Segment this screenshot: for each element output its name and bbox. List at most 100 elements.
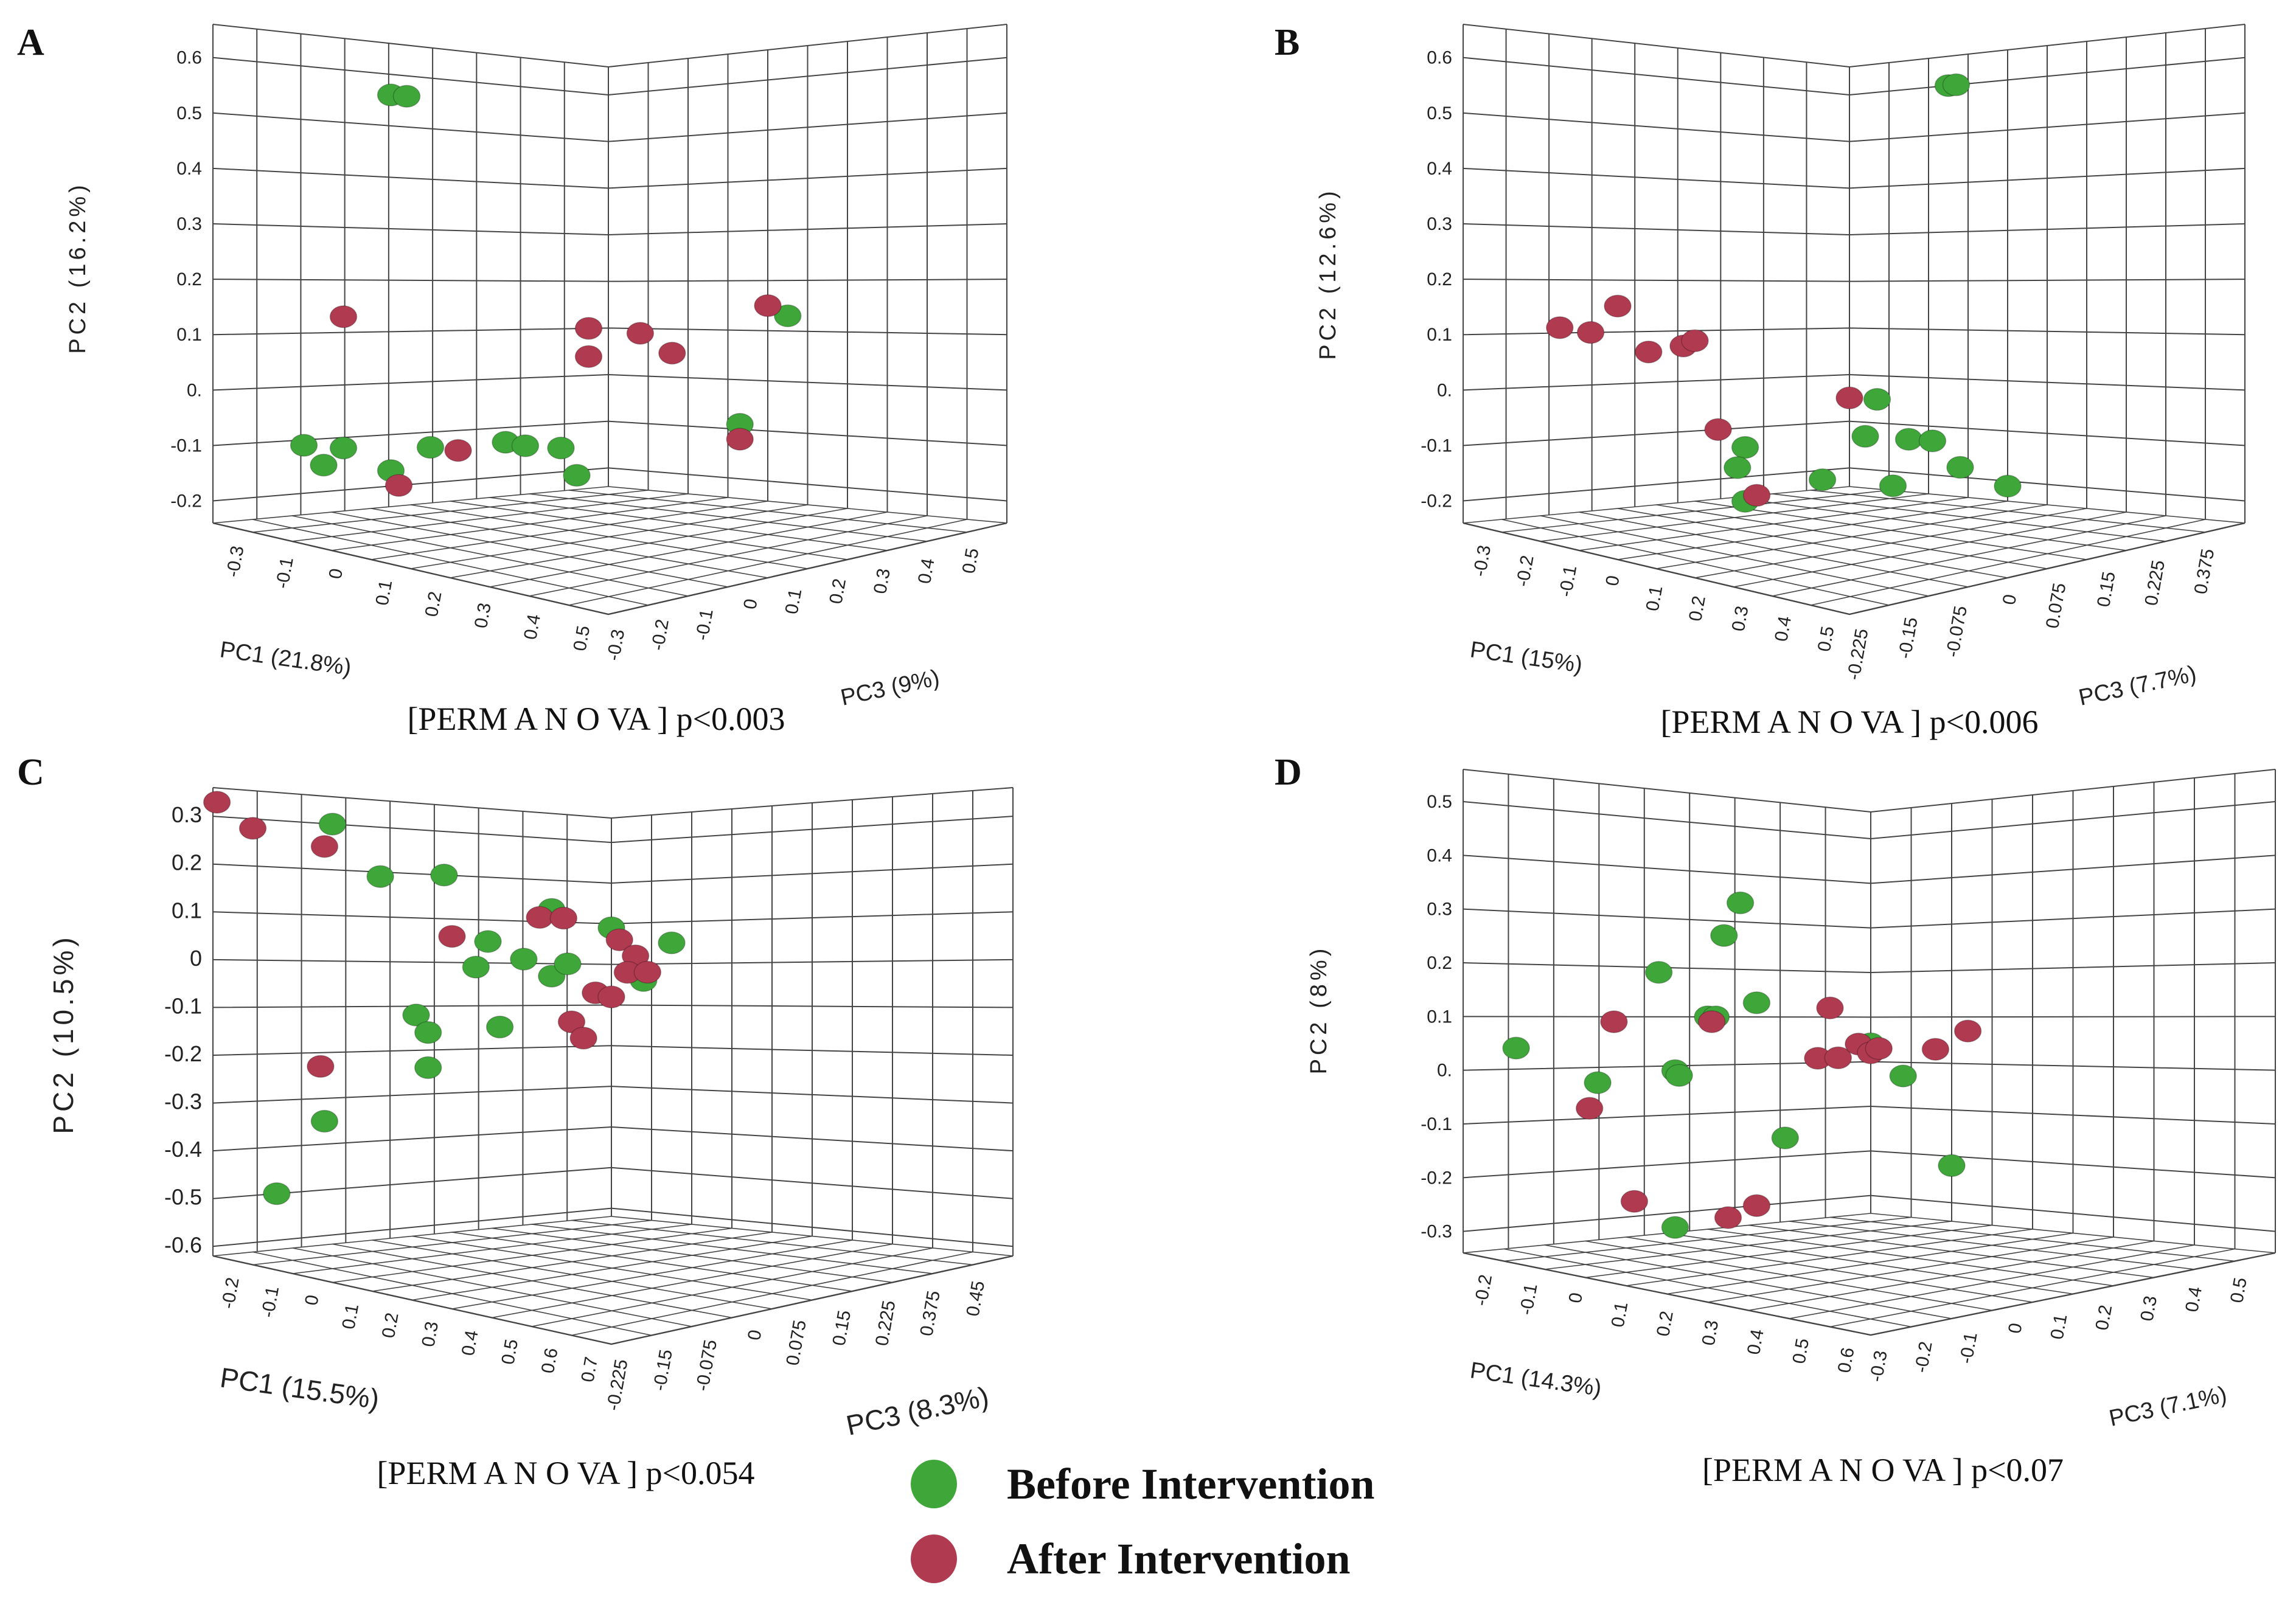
- grid-line: [1463, 467, 2246, 502]
- point-before: [1879, 474, 1907, 498]
- grid-line: [212, 1126, 1014, 1152]
- grid-line: [1463, 1195, 2276, 1232]
- z-tick-label: -0.225: [603, 1358, 631, 1412]
- point-before: [414, 1021, 442, 1044]
- point-before: [416, 435, 445, 459]
- y-tick-label: 0.2: [1427, 269, 1452, 290]
- y-tick-label: -0.5: [164, 1185, 202, 1210]
- floor-grid-line: [571, 1251, 973, 1336]
- x-tick-label: 0.5: [1789, 1337, 1813, 1365]
- floor-edge: [212, 1255, 1014, 1345]
- point-before: [1771, 1126, 1800, 1149]
- point-after: [526, 906, 554, 929]
- z-tick-label: -0.3: [604, 628, 628, 662]
- y-tick-label: 0.5: [1427, 103, 1452, 123]
- grid-line: [1463, 279, 2246, 282]
- grid-line: [212, 863, 1014, 884]
- y-tick-label: 0.1: [176, 325, 202, 345]
- y-tick-label: 0.3: [172, 802, 202, 827]
- z-tick-label: 0.4: [914, 557, 939, 585]
- grid-line: [212, 467, 1007, 502]
- point-before: [430, 864, 458, 887]
- x-tick-label: 0.1: [1643, 584, 1667, 612]
- y-tick-label: -0.1: [170, 435, 202, 456]
- panel-c: 0.3 0.2 0.1 0 -0.1 -0.2 -0.3 -0.4 -0.5 -0.6 -0.2 -0…: [17, 752, 1014, 1491]
- floor-grid-line: [1829, 1248, 2235, 1328]
- point-before: [263, 1182, 291, 1205]
- floor-grid-line: [1707, 1236, 2114, 1303]
- point-after: [1604, 294, 1632, 317]
- panel-b: 0.6 0.5 0.4 0.3 0.2 0.1 0. -0.1 -0.2 -0.3 -0.2 -0.1…: [1275, 22, 2246, 740]
- floor-grid-line: [1870, 1213, 2276, 1254]
- legend-after-marker: [911, 1534, 957, 1583]
- x-axis-label: PC1 (21.8%): [218, 637, 353, 681]
- grid-line: [212, 112, 1007, 142]
- floor-grid-line: [492, 1227, 893, 1283]
- x-tick-label: 0.5: [570, 624, 594, 653]
- y-tick-label: -0.2: [1421, 1168, 1452, 1188]
- z-tick-label: -0.225: [1843, 627, 1872, 682]
- point-before: [1502, 1036, 1530, 1060]
- point-after: [1865, 1037, 1893, 1060]
- point-after: [1697, 1010, 1726, 1033]
- y-tick-label: 0.5: [176, 103, 202, 123]
- point-before: [1942, 73, 1971, 97]
- z-tick-label: -0.15: [650, 1348, 677, 1392]
- point-before: [1889, 1064, 1917, 1087]
- panel-letter: C: [17, 752, 44, 793]
- x-tick-label: 0.3: [1699, 1319, 1723, 1347]
- floor-grid-line: [451, 1240, 853, 1309]
- y-tick-label: -0.3: [1421, 1222, 1452, 1242]
- y-tick-label: -0.2: [1421, 491, 1452, 511]
- x-tick-label: -0.3: [223, 544, 248, 579]
- x-tick-label: 0.2: [1653, 1309, 1677, 1338]
- point-before: [1938, 1154, 1966, 1177]
- floor-grid-line: [611, 1216, 1014, 1257]
- grid-line: [212, 1045, 1014, 1056]
- grid-line: [212, 24, 1007, 68]
- grid-line: [212, 787, 1014, 819]
- grid-line: [1463, 1150, 2276, 1179]
- point-after: [557, 1010, 586, 1033]
- point-before: [510, 948, 538, 971]
- x-tick-label: -0.2: [218, 1276, 243, 1311]
- grid-line: [1463, 373, 2246, 391]
- x-tick-label: 0.4: [1744, 1328, 1768, 1356]
- y-tick-label: -0.6: [164, 1232, 202, 1257]
- x-tick-label: 0.1: [1608, 1300, 1632, 1329]
- z-tick-label: -0.15: [1894, 615, 1921, 660]
- floor-grid-line: [489, 511, 888, 588]
- z-tick-label: -0.1: [692, 608, 717, 642]
- point-after: [658, 341, 686, 365]
- point-before: [774, 304, 802, 328]
- y-axis-label: PC2 (12.6%): [1315, 187, 1341, 360]
- point-after: [597, 985, 625, 1008]
- floor-grid-line: [529, 515, 928, 597]
- point-before: [290, 434, 318, 457]
- floor-grid-line: [1748, 1240, 2154, 1311]
- x-tick-label: 0.6: [1834, 1346, 1859, 1375]
- y-tick-label: 0.4: [176, 159, 202, 179]
- x-tick-label: 0.3: [471, 602, 495, 630]
- grid-line: [1463, 962, 2276, 974]
- z-tick-label: 0.1: [2047, 1312, 2072, 1341]
- grid-line: [212, 57, 1007, 96]
- y-tick-label: 0.6: [176, 48, 202, 68]
- point-after: [1835, 386, 1863, 410]
- y-axis-label: PC2 (8%): [1306, 945, 1332, 1075]
- point-before: [1994, 474, 2022, 498]
- y-tick-label: -0.2: [170, 491, 202, 511]
- x-tick-label: 0.2: [422, 590, 446, 619]
- permanova-caption: [PERM A N O VA ] p<0.07: [1702, 1452, 2064, 1488]
- z-tick-label: 0.3: [870, 567, 894, 595]
- z-tick-label: 0.2: [2092, 1303, 2117, 1332]
- grid-line: [212, 167, 1007, 189]
- x-tick-label: 0.1: [372, 578, 397, 607]
- point-after: [1921, 1038, 1950, 1061]
- y-tick-label: -0.4: [164, 1137, 202, 1162]
- floor-grid-line: [608, 486, 1007, 524]
- z-tick-label: 0.225: [872, 1299, 900, 1348]
- floor-grid-line: [1811, 490, 2206, 533]
- point-before: [329, 436, 358, 460]
- floor-grid-line: [1694, 501, 2087, 560]
